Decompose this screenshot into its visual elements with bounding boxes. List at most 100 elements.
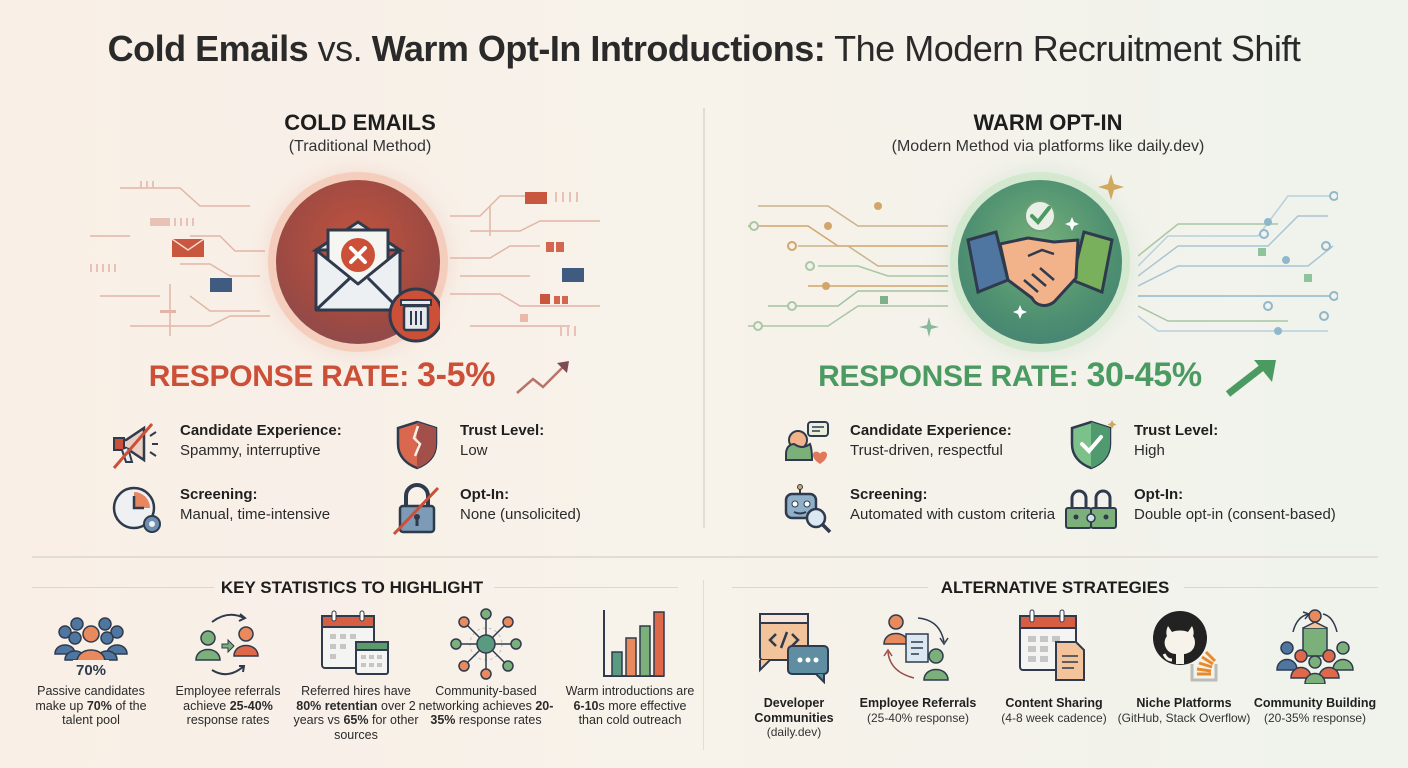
- cold-hero: [20, 166, 700, 356]
- person-chat-heart-icon: [785, 421, 829, 464]
- lock-crossed-icon: [392, 483, 440, 536]
- horizontal-divider: [32, 556, 1378, 558]
- feature-value: Spammy, interruptive: [180, 442, 321, 459]
- network-nodes-icon: [450, 608, 522, 680]
- alt-name: Content Sharing: [1005, 696, 1103, 710]
- code-chat-icon: [759, 613, 829, 684]
- sparkle-icon: [1098, 174, 1124, 200]
- feature-label: Screening:: [850, 486, 928, 503]
- feature-value: Trust-driven, respectful: [850, 442, 1003, 459]
- feature-label: Trust Level:: [1134, 422, 1219, 439]
- stat-text: Employee referrals achieve 25-40% respon…: [175, 684, 281, 727]
- warm-heading: WARM OPT-IN: [973, 110, 1123, 135]
- stat-community-networking: Community-based networking achieves 20-3…: [418, 608, 554, 728]
- referral-document-icon: [883, 614, 949, 681]
- cold-feature-opt-in: Opt-In: None (unsolicited): [390, 482, 690, 538]
- cold-heading: COLD EMAILS: [284, 110, 436, 135]
- warm-hero: [708, 166, 1388, 356]
- key-stats-heading: KEY STATISTICS TO HIGHLIGHT: [220, 578, 484, 597]
- warm-response-rate: RESPONSE RATE: 30-45%: [708, 356, 1388, 398]
- robot-magnifier-icon: [784, 484, 832, 534]
- feature-value: Double opt-in (consent-based): [1134, 506, 1336, 523]
- clock-gear-icon: [112, 486, 161, 533]
- alt-name: Niche Platforms: [1136, 696, 1232, 710]
- warm-feature-opt-in: Opt-In: Double opt-in (consent-based): [1064, 482, 1364, 538]
- cracked-shield-icon: [396, 420, 438, 470]
- section-rule: [32, 587, 214, 588]
- circuit-lines-right: [1138, 191, 1338, 335]
- calendar-document-icon: [1019, 609, 1085, 681]
- feature-label: Screening:: [180, 486, 258, 503]
- alt-community-building: Community Building (20-35% response): [1247, 608, 1383, 725]
- alt-sub: (25-40% response): [866, 710, 970, 725]
- alt-name: Developer Communities: [754, 696, 834, 725]
- bottom-vertical-divider: [703, 580, 704, 750]
- feature-label: Opt-In:: [1134, 486, 1184, 503]
- warm-response-value: 30-45%: [1086, 356, 1202, 394]
- envelope-x-trash-icon: [276, 180, 444, 344]
- circuit-lines-right: [450, 192, 600, 336]
- calendars-icon: [321, 610, 389, 675]
- alt-developer-communities: Developer Communities (daily.dev): [726, 608, 862, 739]
- warm-feature-candidate-experience: Candidate Experience: Trust-driven, resp…: [780, 418, 1080, 474]
- trend-arrow-icon: [516, 361, 570, 395]
- shield-check-icon: [1070, 420, 1117, 470]
- alt-name: Employee Referrals: [859, 696, 977, 710]
- feature-value: None (unsolicited): [460, 506, 581, 523]
- cold-feature-trust-level: Trust Level: Low: [390, 418, 690, 474]
- warm-feature-screening: Screening: Automated with custom criteri…: [780, 482, 1100, 538]
- title-cold-emails: Cold Emails: [107, 28, 309, 69]
- cold-response-value: 3-5%: [417, 356, 496, 394]
- section-rule: [1184, 587, 1378, 588]
- feature-label: Candidate Experience:: [180, 422, 342, 439]
- alt-employee-referrals: Employee Referrals (25-40% response): [850, 608, 986, 725]
- alt-content-sharing: Content Sharing (4-8 week cadence): [986, 608, 1122, 725]
- referral-people-icon: [195, 613, 259, 676]
- title-rest: The Modern Recruitment Shift: [825, 28, 1301, 69]
- megaphone-crossed-icon: [112, 423, 158, 469]
- warm-feature-trust-level: Trust Level: High: [1064, 418, 1364, 474]
- cold-subheading: (Traditional Method): [288, 138, 432, 155]
- cold-response-label: RESPONSE RATE:: [148, 360, 418, 393]
- feature-label: Candidate Experience:: [850, 422, 1012, 439]
- feature-value: Automated with custom criteria: [850, 506, 1056, 523]
- alt-sub: (daily.dev): [766, 725, 822, 739]
- double-lock-icon: [1065, 489, 1117, 529]
- circuit-lines-left: [748, 202, 948, 331]
- page-title: Cold Emails vs. Warm Opt-In Introduction…: [0, 28, 1408, 70]
- stat-warm-intro-effectiveness: Warm introductions are 6-10s more effect…: [562, 608, 698, 728]
- circuit-lines-left: [90, 181, 270, 336]
- feature-value: High: [1134, 442, 1165, 459]
- feature-label: Trust Level:: [460, 422, 545, 439]
- community-group-icon: [1276, 609, 1354, 684]
- stat-text: Referred hires have 80% retentian over 2…: [293, 684, 419, 742]
- handshake-check-icon: [958, 180, 1122, 344]
- stat-text: Community-based networking achieves 20-3…: [418, 684, 554, 727]
- cold-emails-panel: COLD EMAILS (Traditional Method): [20, 108, 700, 548]
- svg-text:70%: 70%: [76, 662, 106, 679]
- cold-feature-candidate-experience: Candidate Experience: Spammy, interrupti…: [110, 418, 410, 474]
- alt-sub: (GitHub, Stack Overflow): [1117, 710, 1251, 725]
- bar-chart-icon: [603, 610, 665, 677]
- stat-text: Passive candidates make up 70% of the ta…: [35, 684, 147, 727]
- alt-niche-platforms: Niche Platforms (GitHub, Stack Overflow): [1116, 608, 1252, 725]
- alt-sub: (4-8 week cadence): [1001, 710, 1107, 725]
- title-connector: vs.: [308, 28, 372, 69]
- feature-value: Manual, time-intensive: [180, 506, 331, 523]
- section-rule: [732, 587, 928, 588]
- section-rule: [494, 587, 678, 588]
- github-stackoverflow-icon: [1153, 611, 1218, 682]
- cold-response-rate: RESPONSE RATE: 3-5%: [20, 356, 700, 397]
- up-arrow-icon: [1225, 360, 1276, 397]
- warm-response-label: RESPONSE RATE:: [818, 360, 1087, 393]
- sparkle-icon: [919, 317, 939, 337]
- alt-name: Community Building: [1253, 696, 1377, 710]
- crowd-70-percent-icon: 70%: [54, 617, 128, 679]
- feature-value: Low: [460, 442, 488, 459]
- feature-label: Opt-In:: [460, 486, 510, 503]
- stat-employee-referrals: Employee referrals achieve 25-40% respon…: [160, 608, 296, 728]
- title-warm-optin: Warm Opt-In Introductions:: [371, 28, 826, 69]
- cold-feature-screening: Screening: Manual, time-intensive: [110, 482, 410, 538]
- alt-sub: (20-35% response): [1263, 710, 1367, 725]
- stat-referred-retention: Referred hires have 80% retentian over 2…: [288, 608, 424, 742]
